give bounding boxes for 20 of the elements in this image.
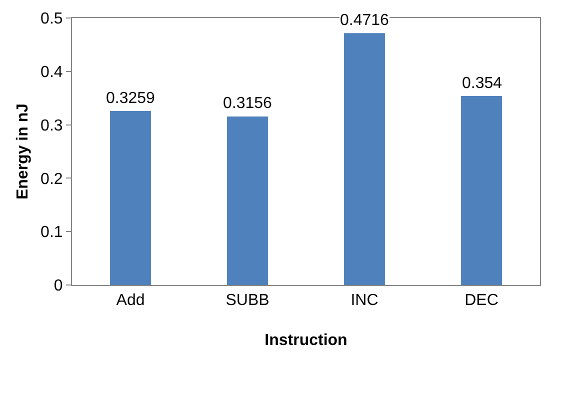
y-tick-label: 0.3 <box>40 117 63 134</box>
y-axis-title: Energy in nJ <box>14 103 32 200</box>
x-tick-label: SUBB <box>226 292 270 310</box>
bar <box>227 116 268 285</box>
data-label: 0.4716 <box>340 12 390 29</box>
y-tick-label: 0.4 <box>40 64 63 81</box>
x-axis-title: Instruction <box>264 332 348 349</box>
y-tick-label: 0 <box>54 278 63 295</box>
y-tick-label: 0.5 <box>40 10 63 28</box>
y-tick-label: 0.1 <box>40 224 63 242</box>
data-label: 0.3259 <box>106 90 156 107</box>
y-tick-label: 0.2 <box>40 170 63 188</box>
bar <box>461 96 502 285</box>
bar <box>344 33 385 285</box>
x-tick-label: INC <box>350 292 378 310</box>
data-label: 0.3156 <box>223 95 272 112</box>
data-label: 0.354 <box>462 75 502 92</box>
bar <box>110 110 151 285</box>
x-tick-label: Add <box>116 292 145 310</box>
x-tick-label: DEC <box>464 292 498 310</box>
